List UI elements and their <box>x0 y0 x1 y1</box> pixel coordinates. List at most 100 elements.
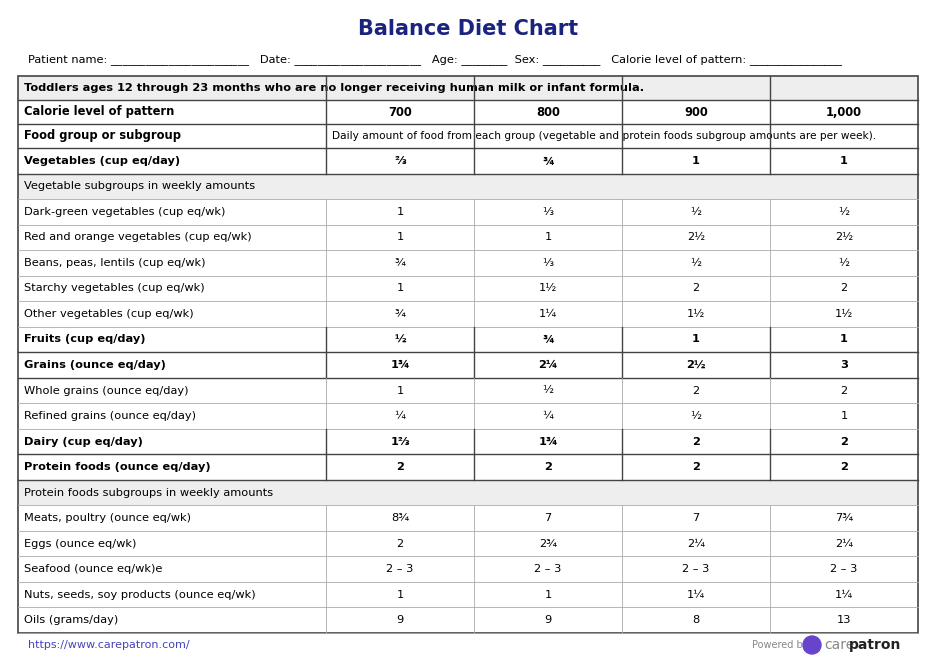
Text: 2 – 3: 2 – 3 <box>830 564 857 574</box>
Text: ½: ½ <box>543 385 553 395</box>
Text: 800: 800 <box>536 106 560 118</box>
Text: Eggs (ounce eq/wk): Eggs (ounce eq/wk) <box>24 539 137 549</box>
Circle shape <box>803 636 821 654</box>
Text: Powered by: Powered by <box>752 640 809 650</box>
Text: 1½: 1½ <box>539 284 557 293</box>
Text: 2: 2 <box>397 539 403 549</box>
Text: 700: 700 <box>388 106 412 118</box>
Text: 1: 1 <box>841 334 848 344</box>
Text: 1,000: 1,000 <box>826 106 862 118</box>
Text: Food group or subgroup: Food group or subgroup <box>24 130 181 143</box>
Text: Fruits (cup eq/day): Fruits (cup eq/day) <box>24 334 145 344</box>
Text: 2: 2 <box>841 462 848 472</box>
Text: 900: 900 <box>684 106 708 118</box>
Text: Beans, peas, lentils (cup eq/wk): Beans, peas, lentils (cup eq/wk) <box>24 258 206 268</box>
Text: 2: 2 <box>692 462 700 472</box>
Text: 2¼: 2¼ <box>687 539 705 549</box>
Text: Grains (ounce eq/day): Grains (ounce eq/day) <box>24 360 166 370</box>
Text: Other vegetables (cup eq/wk): Other vegetables (cup eq/wk) <box>24 309 194 319</box>
Text: ¾: ¾ <box>542 334 554 344</box>
Text: 2: 2 <box>693 385 699 395</box>
Text: 1: 1 <box>841 156 848 166</box>
Text: ¾: ¾ <box>542 156 554 166</box>
Text: ⅓: ⅓ <box>543 258 553 268</box>
Text: care: care <box>824 638 855 652</box>
Text: ¼: ¼ <box>394 411 405 421</box>
Text: Oils (grams/day): Oils (grams/day) <box>24 615 118 625</box>
Text: 9: 9 <box>396 615 403 625</box>
Text: Vegetable subgroups in weekly amounts: Vegetable subgroups in weekly amounts <box>24 181 256 191</box>
Text: Patient name: ________________________   Date: ______________________   Age: ___: Patient name: ________________________ D… <box>28 55 841 65</box>
Text: 1: 1 <box>692 334 700 344</box>
Text: 1: 1 <box>841 411 848 421</box>
Text: ½: ½ <box>839 258 850 268</box>
Text: 8¾: 8¾ <box>391 513 409 523</box>
Text: 1: 1 <box>396 385 403 395</box>
Text: 2¾: 2¾ <box>539 539 557 549</box>
Text: Nuts, seeds, soy products (ounce eq/wk): Nuts, seeds, soy products (ounce eq/wk) <box>24 590 256 600</box>
Text: ½: ½ <box>691 258 701 268</box>
Text: Starchy vegetables (cup eq/wk): Starchy vegetables (cup eq/wk) <box>24 284 205 293</box>
Text: 2: 2 <box>692 436 700 447</box>
Text: ⅓: ⅓ <box>543 207 553 217</box>
Text: Red and orange vegetables (cup eq/wk): Red and orange vegetables (cup eq/wk) <box>24 233 252 243</box>
Text: Meats, poultry (ounce eq/wk): Meats, poultry (ounce eq/wk) <box>24 513 191 523</box>
Text: 2¼: 2¼ <box>538 360 558 370</box>
Text: 2: 2 <box>841 385 848 395</box>
Text: 1: 1 <box>396 284 403 293</box>
Text: patron: patron <box>849 638 901 652</box>
Text: ½: ½ <box>691 207 701 217</box>
Text: 2½: 2½ <box>687 233 705 243</box>
Text: 1¾: 1¾ <box>538 436 558 447</box>
Bar <box>18 174 918 199</box>
Text: 2½: 2½ <box>835 233 853 243</box>
Text: 1¼: 1¼ <box>835 590 853 600</box>
Text: 1¼: 1¼ <box>687 590 705 600</box>
Text: 1: 1 <box>545 233 551 243</box>
Text: 1¾: 1¾ <box>390 360 410 370</box>
Text: 1: 1 <box>545 590 551 600</box>
Text: Dark-green vegetables (cup eq/wk): Dark-green vegetables (cup eq/wk) <box>24 207 226 217</box>
Text: 1: 1 <box>396 207 403 217</box>
Text: ¼: ¼ <box>543 411 553 421</box>
Text: 8: 8 <box>693 615 699 625</box>
Text: https://www.carepatron.com/: https://www.carepatron.com/ <box>28 640 190 650</box>
Text: 1½: 1½ <box>687 309 705 319</box>
Text: 2 – 3: 2 – 3 <box>534 564 562 574</box>
Text: 2: 2 <box>693 284 699 293</box>
Text: Vegetables (cup eq/day): Vegetables (cup eq/day) <box>24 156 180 166</box>
Text: ¾: ¾ <box>394 258 405 268</box>
Text: 3: 3 <box>840 360 848 370</box>
Text: Dairy (cup eq/day): Dairy (cup eq/day) <box>24 436 143 447</box>
Text: Toddlers ages 12 through 23 months who are no longer receiving human milk or inf: Toddlers ages 12 through 23 months who a… <box>24 83 644 93</box>
Text: 2 – 3: 2 – 3 <box>682 564 709 574</box>
Text: Calorie level of pattern: Calorie level of pattern <box>24 106 174 118</box>
Text: 2½: 2½ <box>686 360 706 370</box>
Text: Daily amount of food from each group (vegetable and protein foods subgroup amoun: Daily amount of food from each group (ve… <box>332 131 876 141</box>
Text: ⅔: ⅔ <box>394 156 406 166</box>
Text: 1: 1 <box>396 590 403 600</box>
Text: ½: ½ <box>691 411 701 421</box>
Text: 7: 7 <box>545 513 551 523</box>
Text: 2: 2 <box>841 284 848 293</box>
Text: ½: ½ <box>394 334 406 344</box>
Text: 2: 2 <box>396 462 404 472</box>
Text: 1⅔: 1⅔ <box>390 436 410 447</box>
Text: 9: 9 <box>545 615 551 625</box>
Text: Seafood (ounce eq/wk)e: Seafood (ounce eq/wk)e <box>24 564 162 574</box>
Text: 1¼: 1¼ <box>539 309 557 319</box>
Text: 1½: 1½ <box>835 309 853 319</box>
Text: 2: 2 <box>544 462 552 472</box>
Text: 2: 2 <box>841 436 848 447</box>
Text: Whole grains (ounce eq/day): Whole grains (ounce eq/day) <box>24 385 188 395</box>
Bar <box>18 76 918 633</box>
Text: Protein foods subgroups in weekly amounts: Protein foods subgroups in weekly amount… <box>24 488 273 498</box>
Text: 1: 1 <box>396 233 403 243</box>
Text: Balance Diet Chart: Balance Diet Chart <box>358 19 578 39</box>
Text: 2¼: 2¼ <box>835 539 853 549</box>
Text: 7: 7 <box>693 513 699 523</box>
Bar <box>18 480 918 506</box>
Text: Refined grains (ounce eq/day): Refined grains (ounce eq/day) <box>24 411 196 421</box>
Bar <box>18 76 918 100</box>
Text: Protein foods (ounce eq/day): Protein foods (ounce eq/day) <box>24 462 211 472</box>
